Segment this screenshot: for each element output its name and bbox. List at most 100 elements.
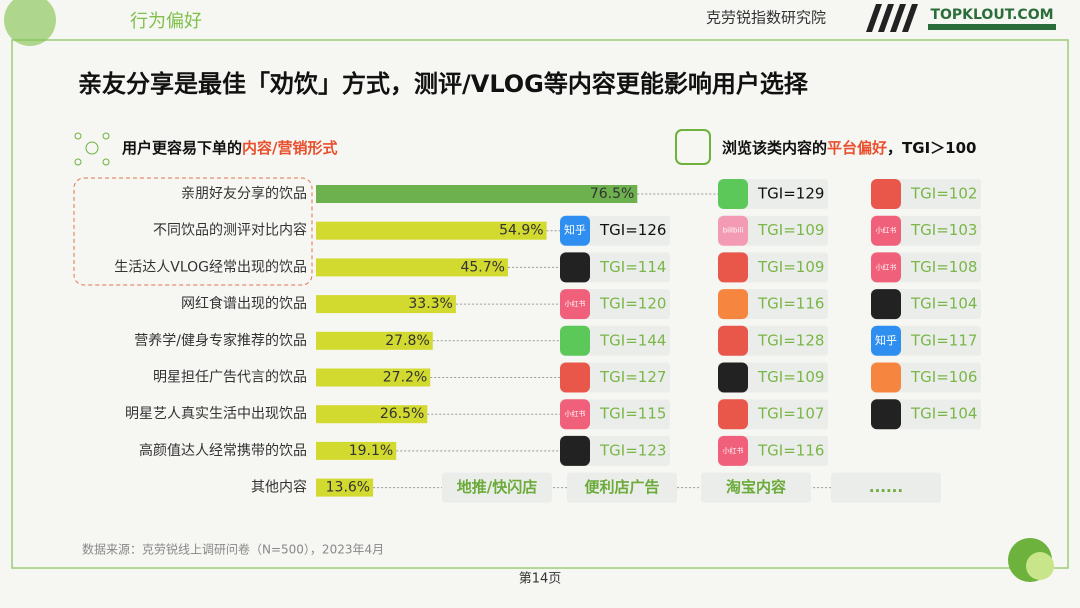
platform-icon bbox=[871, 179, 901, 209]
platform-icon bbox=[718, 362, 748, 393]
channel-label: 淘宝内容 bbox=[725, 478, 786, 496]
bar bbox=[316, 185, 638, 203]
tgi-label: TGI=120 bbox=[599, 295, 666, 313]
tgi-label: TGI=107 bbox=[757, 405, 824, 423]
platform-icon bbox=[560, 362, 590, 393]
heading-part: ，TGI＞100 bbox=[887, 139, 976, 157]
channel-cell bbox=[701, 472, 811, 503]
platform-icon bbox=[560, 215, 590, 246]
channel-cell bbox=[567, 472, 677, 503]
value-label: 27.8% bbox=[385, 333, 429, 349]
platform-icon bbox=[871, 215, 901, 246]
tgi-label: TGI=114 bbox=[599, 258, 666, 276]
tgi-label: TGI=106 bbox=[910, 368, 977, 386]
highlight-box bbox=[73, 177, 313, 286]
logo-bar bbox=[928, 24, 1056, 30]
channel-label: ...... bbox=[869, 478, 903, 496]
platform-icon bbox=[560, 325, 590, 356]
value-label: 54.9% bbox=[499, 223, 543, 239]
value-label: 33.3% bbox=[408, 296, 452, 312]
platform-icon bbox=[871, 289, 901, 320]
category-label: 亲朋好友分享的饮品 bbox=[181, 185, 307, 202]
value-label: 13.6% bbox=[326, 480, 370, 496]
tgi-label: TGI=127 bbox=[599, 368, 666, 386]
title: 亲友分享是最佳「劝饮」方式，测评/VLOG等内容更能影响用户选择 bbox=[78, 70, 809, 98]
heading-part: 浏览该类内容的 bbox=[722, 139, 827, 157]
icon-text: 小红书 bbox=[876, 226, 897, 235]
value-label: 19.1% bbox=[349, 443, 393, 459]
tgi-label: TGI=104 bbox=[910, 405, 977, 423]
platform-icon bbox=[718, 325, 748, 356]
bar bbox=[316, 368, 431, 387]
category-label: 其他内容 bbox=[251, 479, 307, 496]
icon-text: bilibili bbox=[723, 227, 744, 235]
page-number: 第14页 bbox=[519, 572, 562, 587]
platform-icon bbox=[718, 179, 748, 209]
category-label: 明星担任广告代言的饮品 bbox=[153, 370, 307, 386]
bar bbox=[316, 331, 433, 350]
tgi-label: TGI=109 bbox=[757, 368, 824, 386]
platform-icon bbox=[718, 252, 748, 283]
value-label: 26.5% bbox=[380, 406, 424, 422]
tgi-label: TGI=128 bbox=[757, 331, 824, 349]
icon-text: 小红书 bbox=[565, 409, 586, 418]
leaf-deco bbox=[4, 0, 56, 46]
tgi-label: TGI=117 bbox=[910, 331, 977, 349]
platform-icon bbox=[560, 289, 590, 320]
bar bbox=[316, 221, 547, 240]
icon-text: 小红书 bbox=[723, 446, 744, 455]
bar bbox=[316, 478, 374, 497]
platform-icon bbox=[871, 399, 901, 430]
platform-icon bbox=[560, 399, 590, 430]
tgi-label: TGI=116 bbox=[757, 441, 824, 459]
tgi-label: TGI=129 bbox=[757, 185, 824, 203]
heading-part: 内容/营销形式 bbox=[242, 139, 337, 157]
section: 行为偏好 bbox=[130, 11, 202, 32]
tgi-label: TGI=109 bbox=[757, 258, 824, 276]
left-heading: 用户更容易下单的内容/营销形式 bbox=[122, 139, 338, 157]
tgi-label: TGI=102 bbox=[910, 185, 977, 203]
value-label: 76.5% bbox=[590, 186, 634, 202]
bar bbox=[316, 258, 508, 277]
bar bbox=[316, 405, 428, 424]
icon-text: 小红书 bbox=[876, 262, 897, 271]
icon-text: 小红书 bbox=[565, 299, 586, 308]
tgi-label: TGI=108 bbox=[910, 258, 977, 276]
platform-icon bbox=[718, 289, 748, 320]
category-label: 营养学/健身专家推荐的饮品 bbox=[134, 332, 307, 349]
tgi-label: TGI=116 bbox=[757, 295, 824, 313]
frame bbox=[11, 39, 1069, 569]
tgi-label: TGI=109 bbox=[757, 221, 824, 239]
category-label: 生活达人VLOG经常出现的饮品 bbox=[114, 259, 307, 275]
platform-icon bbox=[718, 435, 748, 466]
bar bbox=[316, 295, 456, 314]
category-label: 网红食谱出现的饮品 bbox=[181, 295, 307, 312]
platform-icon bbox=[718, 399, 748, 430]
logo: TOPKLOUT.COM bbox=[930, 7, 1053, 23]
platform-icon bbox=[718, 215, 748, 246]
tgi-label: TGI=123 bbox=[599, 441, 666, 459]
platform-icon bbox=[560, 435, 590, 466]
icon-text: 知乎 bbox=[564, 223, 586, 237]
channel-cell bbox=[831, 472, 941, 503]
tgi-label: TGI=103 bbox=[910, 221, 977, 239]
bar bbox=[316, 441, 397, 460]
tgi-label: TGI=104 bbox=[910, 295, 977, 313]
channel-label: 地推/快闪店 bbox=[457, 478, 537, 496]
org: 克劳锐指数研究院 bbox=[706, 9, 826, 27]
channel-label: 便利店广告 bbox=[584, 478, 659, 496]
category-label: 明星艺人真实生活中出现饮品 bbox=[125, 406, 307, 422]
icon-text: 知乎 bbox=[875, 333, 897, 347]
heading-part: 平台偏好 bbox=[827, 139, 887, 157]
network-icon bbox=[74, 132, 110, 166]
source: 数据来源：克劳锐线上调研问卷（N=500），2023年4月 bbox=[82, 542, 384, 557]
tgi-label: TGI=144 bbox=[599, 331, 666, 349]
lime-deco bbox=[1026, 552, 1054, 580]
platform-icon bbox=[560, 252, 590, 283]
tgi-label: TGI=115 bbox=[599, 405, 666, 423]
channel-cell bbox=[442, 472, 552, 503]
platform-icon bbox=[871, 252, 901, 283]
value-label: 27.2% bbox=[383, 370, 427, 386]
